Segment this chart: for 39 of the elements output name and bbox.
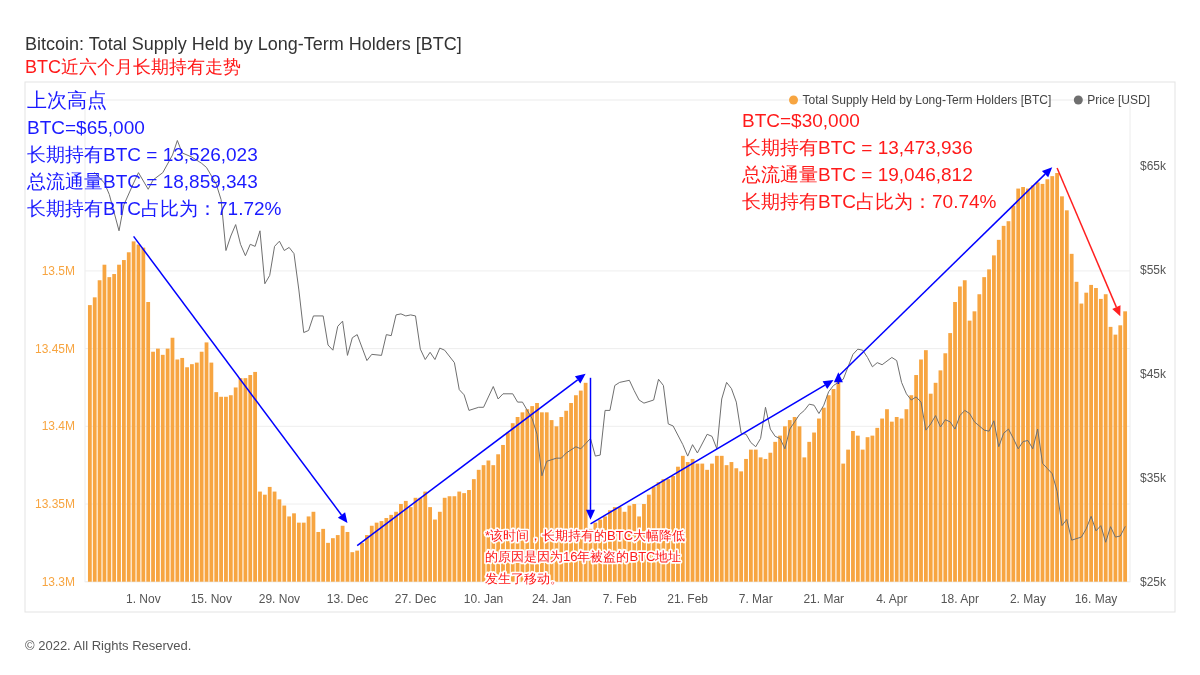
x-tick-label: 18. Apr	[940, 592, 979, 606]
x-tick-label: 15. Nov	[190, 592, 233, 606]
annotation: 长期持有BTC占比为：70.74%	[742, 191, 997, 212]
x-tick-label: 24. Jan	[531, 592, 572, 606]
y-tick-label: 13.35M	[34, 497, 75, 512]
annotation: BTC=$30,000	[742, 110, 860, 131]
annotation: 长期持有BTC占比为：71.72%	[27, 198, 282, 219]
x-tick-label: 4. Apr	[876, 592, 908, 606]
text: © 2022. All Rights Reserved.	[25, 638, 192, 653]
x-tick-label: 21. Mar	[803, 592, 845, 606]
chart-title: Bitcoin: Total Supply Held by Long-Term Holders [BTC]	[25, 34, 462, 54]
annotation: BTC=$65,000	[27, 117, 145, 138]
x-tick-label: 21. Feb	[667, 592, 709, 606]
x-tick-label: 7. Feb	[602, 592, 637, 606]
annotation: 总流通量BTC = 19,046,812	[741, 164, 973, 185]
x-tick-label: 1. Nov	[125, 592, 161, 606]
annotation: 长期持有BTC = 13,473,936	[742, 137, 973, 158]
x-tick-label: 27. Dec	[394, 592, 437, 606]
annotation: 长期持有BTC = 13,526,023	[27, 144, 258, 165]
y2-tick-label: $65k	[1140, 159, 1168, 174]
y2-tick-label: $45k	[1140, 367, 1168, 382]
annotation: 上次高点	[27, 89, 107, 111]
x-tick-label: 29. Nov	[258, 592, 301, 606]
x-tick-label: 13. Dec	[326, 592, 369, 606]
y-tick-label: 13.4M	[41, 419, 75, 434]
x-tick-label: 7. Mar	[738, 592, 773, 606]
y2-tick-label: $25k	[1140, 574, 1168, 589]
annotation: 总流通量BTC = 18,859,343	[26, 171, 258, 192]
legend-label: Price [USD]	[1087, 93, 1150, 107]
legend-label: Total Supply Held by Long-Term Holders [BTC]	[802, 93, 1052, 107]
y2-tick-label: $55k	[1140, 263, 1168, 278]
x-tick-label: 2. May	[1009, 592, 1046, 606]
chart-subtitle: BTC近六个月长期持有走势	[25, 57, 241, 77]
y-tick-label: 13.45M	[34, 341, 75, 356]
y-tick-label: 13.3M	[41, 574, 75, 589]
x-tick-label: 16. May	[1074, 592, 1118, 606]
y-tick-label: 13.5M	[41, 263, 75, 278]
y2-tick-label: $35k	[1140, 470, 1168, 485]
x-tick-label: 10. Jan	[463, 592, 504, 606]
